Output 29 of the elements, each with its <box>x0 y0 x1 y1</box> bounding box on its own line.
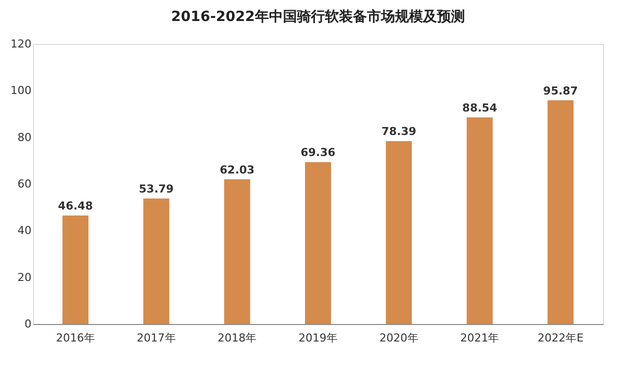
x-tick-label: 2018年 <box>218 332 257 344</box>
x-tick-label: 2022年E <box>538 332 584 344</box>
bar <box>62 216 88 324</box>
data-label: 88.54 <box>462 101 498 114</box>
data-label: 69.36 <box>300 146 336 160</box>
y-tick-label: 120 <box>10 38 32 50</box>
y-tick-label: 40 <box>18 224 32 238</box>
data-label: 62.03 <box>220 163 255 176</box>
x-tick-label: 2016年 <box>56 332 95 344</box>
x-tick-label: 2017年 <box>136 332 176 344</box>
x-tick-label: 2019年 <box>298 332 338 344</box>
x-tick-label: 2021年 <box>460 332 500 344</box>
bar <box>386 141 412 324</box>
data-label: 53.79 <box>138 182 174 196</box>
bar <box>466 117 493 324</box>
bar <box>143 198 170 324</box>
y-tick-label: 100 <box>10 84 32 98</box>
data-label: 95.87 <box>543 84 578 98</box>
data-label: 78.39 <box>381 125 416 138</box>
y-tick-label: 80 <box>18 130 32 144</box>
chart-title: 2016-2022年中国骑行软装备市场规模及预测 <box>171 8 465 25</box>
bar <box>224 179 250 324</box>
y-tick-label: 20 <box>18 270 32 284</box>
bar <box>548 100 574 324</box>
y-tick-label: 60 <box>18 178 32 190</box>
x-tick-label: 2020年 <box>379 332 418 344</box>
bar <box>305 162 331 324</box>
data-label: 46.48 <box>58 200 93 213</box>
y-tick-label: 0 <box>24 318 32 330</box>
